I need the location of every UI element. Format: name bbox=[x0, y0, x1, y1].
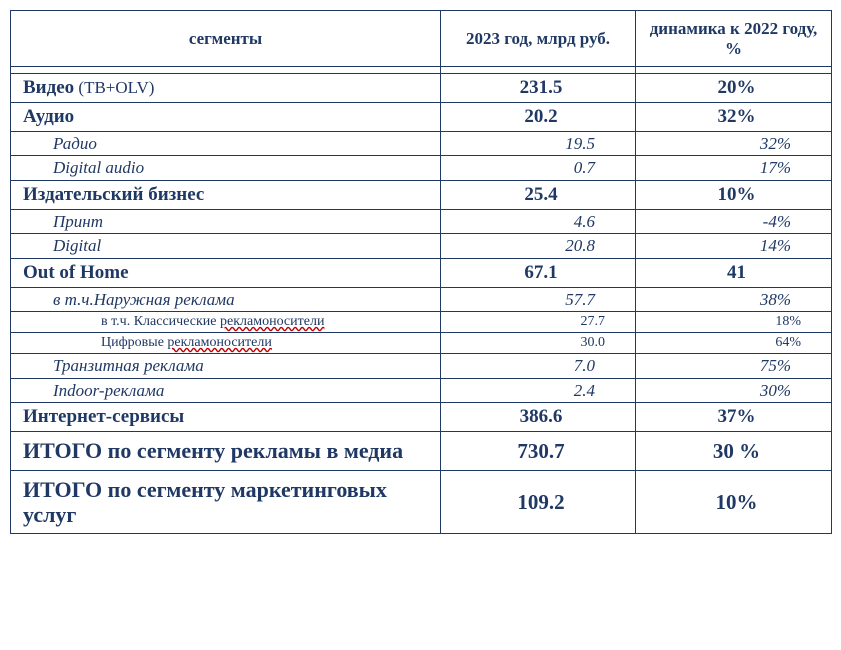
segment-label: Indoor-реклама bbox=[11, 378, 441, 403]
segment-label: Видео (ТВ+OLV) bbox=[11, 74, 441, 103]
segment-delta: 30 % bbox=[636, 432, 832, 470]
segment-delta: 32% bbox=[636, 131, 832, 156]
spacer-cell bbox=[441, 67, 636, 74]
segment-value: 20.8 bbox=[441, 234, 636, 259]
segment-value: 57.7 bbox=[441, 287, 636, 312]
segment-label: Радио bbox=[11, 131, 441, 156]
segment-delta: 10% bbox=[636, 470, 832, 534]
spacer-cell bbox=[636, 67, 832, 74]
segment-delta: 10% bbox=[636, 180, 832, 209]
table-row: Транзитная реклама7.075% bbox=[11, 354, 832, 379]
segment-delta: 75% bbox=[636, 354, 832, 379]
segment-value: 109.2 bbox=[441, 470, 636, 534]
table-row: ИТОГО по сегменту рекламы в медиа730.730… bbox=[11, 432, 832, 470]
segment-label: Издательский бизнес bbox=[11, 180, 441, 209]
table-row: Видео (ТВ+OLV)231.520% bbox=[11, 74, 832, 103]
segment-value: 25.4 bbox=[441, 180, 636, 209]
segment-delta: 14% bbox=[636, 234, 832, 259]
table-row: Радио19.532% bbox=[11, 131, 832, 156]
table-row: Издательский бизнес25.410% bbox=[11, 180, 832, 209]
segment-label: Интернет-сервисы bbox=[11, 403, 441, 432]
segment-value: 0.7 bbox=[441, 156, 636, 181]
segment-label: Out of Home bbox=[11, 258, 441, 287]
header-dynamics: динамика к 2022 году, % bbox=[636, 11, 832, 67]
segment-delta: 37% bbox=[636, 403, 832, 432]
segment-value: 30.0 bbox=[441, 333, 636, 354]
table-row: Indoor-реклама2.430% bbox=[11, 378, 832, 403]
label-text: Видео bbox=[23, 77, 74, 98]
table-row bbox=[11, 67, 832, 74]
segment-value: 27.7 bbox=[441, 312, 636, 333]
segment-label: Digital audio bbox=[11, 156, 441, 181]
segment-delta: -4% bbox=[636, 209, 832, 234]
segment-value: 4.6 bbox=[441, 209, 636, 234]
segments-table: сегменты 2023 год, млрд руб. динамика к … bbox=[10, 10, 832, 534]
segment-label: Digital bbox=[11, 234, 441, 259]
table-row: Интернет-сервисы386.637% bbox=[11, 403, 832, 432]
segment-delta: 17% bbox=[636, 156, 832, 181]
segment-label: Принт bbox=[11, 209, 441, 234]
label-wavy: рекламоносители bbox=[167, 335, 271, 350]
segment-delta: 64% bbox=[636, 333, 832, 354]
segment-value: 730.7 bbox=[441, 432, 636, 470]
header-segments: сегменты bbox=[11, 11, 441, 67]
segment-delta: 38% bbox=[636, 287, 832, 312]
segment-label: ИТОГО по сегменту маркетинговых услуг bbox=[11, 470, 441, 534]
segment-value: 67.1 bbox=[441, 258, 636, 287]
segment-value: 231.5 bbox=[441, 74, 636, 103]
segment-label: в т.ч. Классические рекламоносители bbox=[11, 312, 441, 333]
segment-value: 2.4 bbox=[441, 378, 636, 403]
segment-delta: 32% bbox=[636, 102, 832, 131]
table-row: ИТОГО по сегменту маркетинговых услуг109… bbox=[11, 470, 832, 534]
header-year: 2023 год, млрд руб. bbox=[441, 11, 636, 67]
spacer-cell bbox=[11, 67, 441, 74]
segment-delta: 30% bbox=[636, 378, 832, 403]
segment-label: в т.ч.Наружная реклама bbox=[11, 287, 441, 312]
label-text: Цифровые bbox=[101, 335, 167, 350]
table-row: Digital20.814% bbox=[11, 234, 832, 259]
label-extra: (ТВ+OLV) bbox=[74, 78, 154, 97]
segment-delta: 41 bbox=[636, 258, 832, 287]
table-row: Digital audio0.717% bbox=[11, 156, 832, 181]
segment-label: Цифровые рекламоносители bbox=[11, 333, 441, 354]
segment-value: 19.5 bbox=[441, 131, 636, 156]
segment-delta: 20% bbox=[636, 74, 832, 103]
table-row: Цифровые рекламоносители30.064% bbox=[11, 333, 832, 354]
table-row: Принт4.6-4% bbox=[11, 209, 832, 234]
segment-value: 386.6 bbox=[441, 403, 636, 432]
segment-value: 20.2 bbox=[441, 102, 636, 131]
table-row: Out of Home67.141 bbox=[11, 258, 832, 287]
table-row: в т.ч. Классические рекламоносители27.71… bbox=[11, 312, 832, 333]
table-body: Видео (ТВ+OLV)231.520%Аудио20.232%Радио1… bbox=[11, 67, 832, 534]
segment-label: Аудио bbox=[11, 102, 441, 131]
label-text: в т.ч. Классические bbox=[101, 314, 220, 329]
table-row: в т.ч.Наружная реклама57.738% bbox=[11, 287, 832, 312]
segment-value: 7.0 bbox=[441, 354, 636, 379]
label-wavy: рекламоносители bbox=[220, 314, 324, 329]
segment-delta: 18% bbox=[636, 312, 832, 333]
table-header-row: сегменты 2023 год, млрд руб. динамика к … bbox=[11, 11, 832, 67]
segment-label: Транзитная реклама bbox=[11, 354, 441, 379]
segment-label: ИТОГО по сегменту рекламы в медиа bbox=[11, 432, 441, 470]
table-row: Аудио20.232% bbox=[11, 102, 832, 131]
